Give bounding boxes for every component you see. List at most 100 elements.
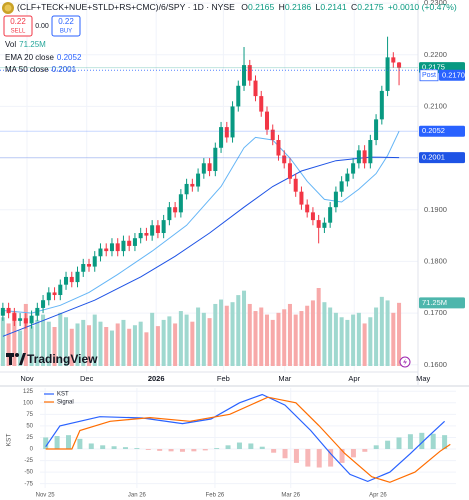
volume-bar [173, 323, 178, 366]
histogram-bar [293, 449, 299, 463]
buy-label: BUY [60, 29, 72, 35]
volume-bar [138, 321, 143, 366]
volume-bar [150, 312, 155, 366]
candle-body [391, 57, 396, 63]
candle-body [316, 220, 321, 228]
candle-body [109, 243, 114, 252]
volume-bar [253, 311, 258, 366]
volume-bar [356, 312, 361, 366]
x-tick-label: Feb 26 [206, 493, 225, 499]
histogram-bar [65, 435, 71, 450]
volume-bar [247, 303, 252, 366]
indicator-name: EMA 20 close [5, 53, 54, 62]
volume-bar [155, 326, 160, 366]
candle-body [368, 140, 373, 164]
y-tick-label: 0.1900 [424, 205, 447, 214]
price-badge-text: 0.2052 [422, 126, 445, 135]
sell-button[interactable] [3, 15, 33, 37]
histogram-bar [88, 443, 94, 450]
volume-bar [121, 319, 126, 366]
histogram-bar [407, 434, 413, 450]
candle-body [12, 313, 17, 321]
histogram-bar [419, 432, 425, 450]
y-tick-label: 0.2300 [424, 0, 447, 7]
candle-body [115, 243, 120, 252]
price-badge-text: 0.2170 [442, 70, 465, 79]
indicator-line [45, 393, 446, 483]
ohlc-label: L [316, 2, 321, 12]
moving-average [2, 156, 400, 337]
volume-bar [144, 332, 149, 366]
candle-body [127, 240, 132, 246]
candle-body [242, 65, 247, 86]
buy-button[interactable] [51, 15, 81, 37]
x-tick-label: Mar [278, 374, 291, 383]
volume-bar [293, 314, 298, 366]
candle-body [328, 207, 333, 223]
indicator-vol: Vol 71.25M [5, 40, 46, 49]
volume-bar [345, 319, 350, 366]
volume-bar [333, 312, 338, 366]
candle-body [397, 62, 402, 68]
histogram-bar [362, 449, 368, 452]
histogram-bar [145, 449, 151, 450]
indicator-name: MA 50 close [5, 65, 49, 74]
candle-body [293, 178, 298, 192]
histogram-bar [157, 449, 163, 451]
indicator-name: Vol [5, 40, 16, 49]
volume-bar [201, 312, 206, 366]
candle-body [92, 256, 97, 267]
volume-badge-text: 71.25M [422, 298, 447, 307]
candle-body [144, 233, 149, 236]
sell-price: 0.22 [10, 17, 26, 26]
histogram-bar [43, 437, 49, 450]
candle-body [345, 173, 350, 182]
legend-label: KST [57, 392, 69, 398]
ohlc-label: O [241, 2, 248, 12]
spread: 0.00 [35, 23, 49, 30]
volume-bar [287, 303, 292, 366]
alert-bolt [403, 358, 407, 366]
volume-bar [6, 323, 11, 366]
histogram-bar [236, 442, 242, 450]
volume-bar [270, 319, 275, 366]
candle-body [41, 300, 46, 308]
candle-body [58, 284, 63, 296]
candle-body [351, 163, 356, 174]
y-tick-label: -50 [24, 470, 33, 476]
candle-body [121, 240, 126, 252]
candle-body [178, 194, 183, 213]
y-tick-label: 25 [26, 435, 33, 441]
volume-bar [58, 312, 63, 366]
volume-bar [230, 302, 235, 366]
candle-body [104, 248, 109, 252]
volume-layer [0, 288, 402, 366]
candle-body [282, 155, 287, 164]
candle-body [64, 276, 69, 285]
x-tick-label: Nov 25 [36, 493, 56, 499]
histogram-bar [54, 436, 60, 450]
indicator-value: 0.2052 [57, 53, 82, 62]
candle-body [23, 318, 28, 324]
price-badge [419, 152, 465, 164]
buy-price: 0.22 [58, 17, 74, 26]
candle-body [86, 264, 92, 267]
ohlc-value: 0.2175 [357, 2, 384, 12]
candle-body [310, 212, 315, 221]
volume-bar [385, 300, 390, 366]
y-tick-label: 0.1700 [424, 308, 447, 317]
histogram-bar [316, 449, 322, 468]
volume-bar [379, 296, 384, 366]
candle-body [184, 183, 189, 195]
indicator-line [45, 396, 451, 483]
volume-bar [236, 295, 241, 366]
moving-average [2, 130, 400, 314]
candle-body [29, 315, 34, 324]
price-badge-prefix [419, 69, 439, 82]
volume-bar [224, 305, 229, 366]
candle-body [81, 264, 86, 272]
histogram-bar [350, 449, 356, 458]
x-tick-label: Dec [80, 374, 94, 383]
